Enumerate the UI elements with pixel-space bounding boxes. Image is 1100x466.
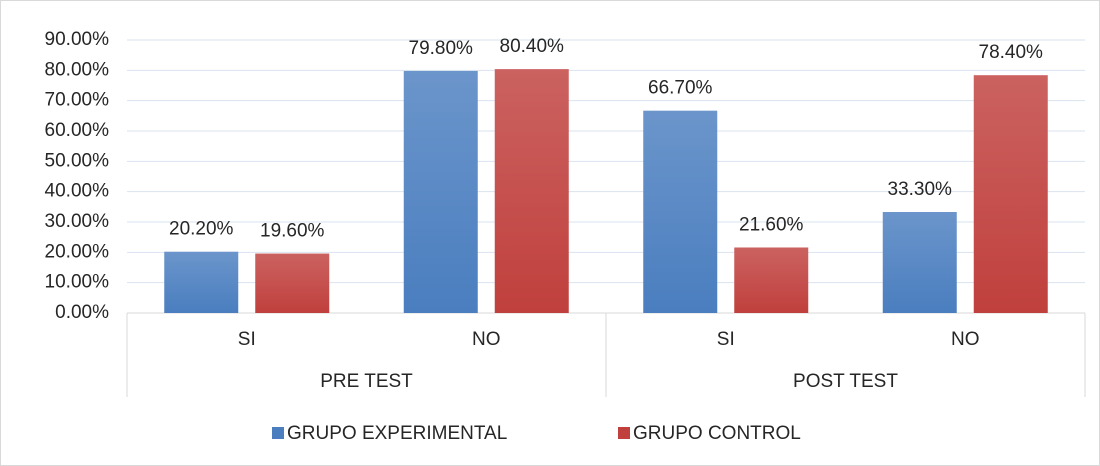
data-label: 19.60% bbox=[260, 221, 325, 242]
bar bbox=[255, 253, 330, 313]
y-tick-label: 60.00% bbox=[45, 120, 110, 141]
data-label: 33.30% bbox=[888, 179, 953, 200]
legend-label: GRUPO EXPERIMENTAL bbox=[287, 423, 507, 444]
bar bbox=[403, 70, 478, 313]
y-tick-label: 90.00% bbox=[45, 29, 110, 50]
x-tick-label: SI bbox=[238, 329, 256, 350]
data-label: 78.40% bbox=[979, 42, 1044, 63]
legend-swatch bbox=[618, 427, 630, 439]
bar bbox=[164, 251, 239, 313]
x-tick-label: SI bbox=[717, 329, 735, 350]
data-label: 20.20% bbox=[169, 219, 234, 240]
legend-label: GRUPO CONTROL bbox=[633, 423, 801, 444]
y-tick-label: 10.00% bbox=[45, 272, 110, 293]
group-label: POST TEST bbox=[793, 371, 898, 392]
y-tick-label: 40.00% bbox=[45, 181, 110, 202]
bar bbox=[734, 247, 809, 313]
bar bbox=[973, 75, 1048, 313]
legend-swatch bbox=[272, 427, 284, 439]
data-label: 66.70% bbox=[648, 78, 713, 99]
data-label: 80.40% bbox=[500, 36, 565, 57]
y-tick-label: 0.00% bbox=[55, 302, 109, 323]
data-label: 21.60% bbox=[739, 214, 804, 235]
y-tick-label: 20.00% bbox=[45, 241, 110, 262]
x-tick-label: NO bbox=[472, 329, 501, 350]
y-tick-label: 70.00% bbox=[45, 90, 110, 111]
data-label: 79.80% bbox=[409, 38, 474, 59]
y-tick-label: 30.00% bbox=[45, 211, 110, 232]
x-tick-label: NO bbox=[951, 329, 980, 350]
bar bbox=[643, 110, 718, 313]
bar bbox=[882, 211, 957, 313]
group-label: PRE TEST bbox=[320, 371, 413, 392]
y-tick-label: 80.00% bbox=[45, 59, 110, 80]
bar bbox=[494, 69, 569, 314]
y-tick-label: 50.00% bbox=[45, 150, 110, 171]
